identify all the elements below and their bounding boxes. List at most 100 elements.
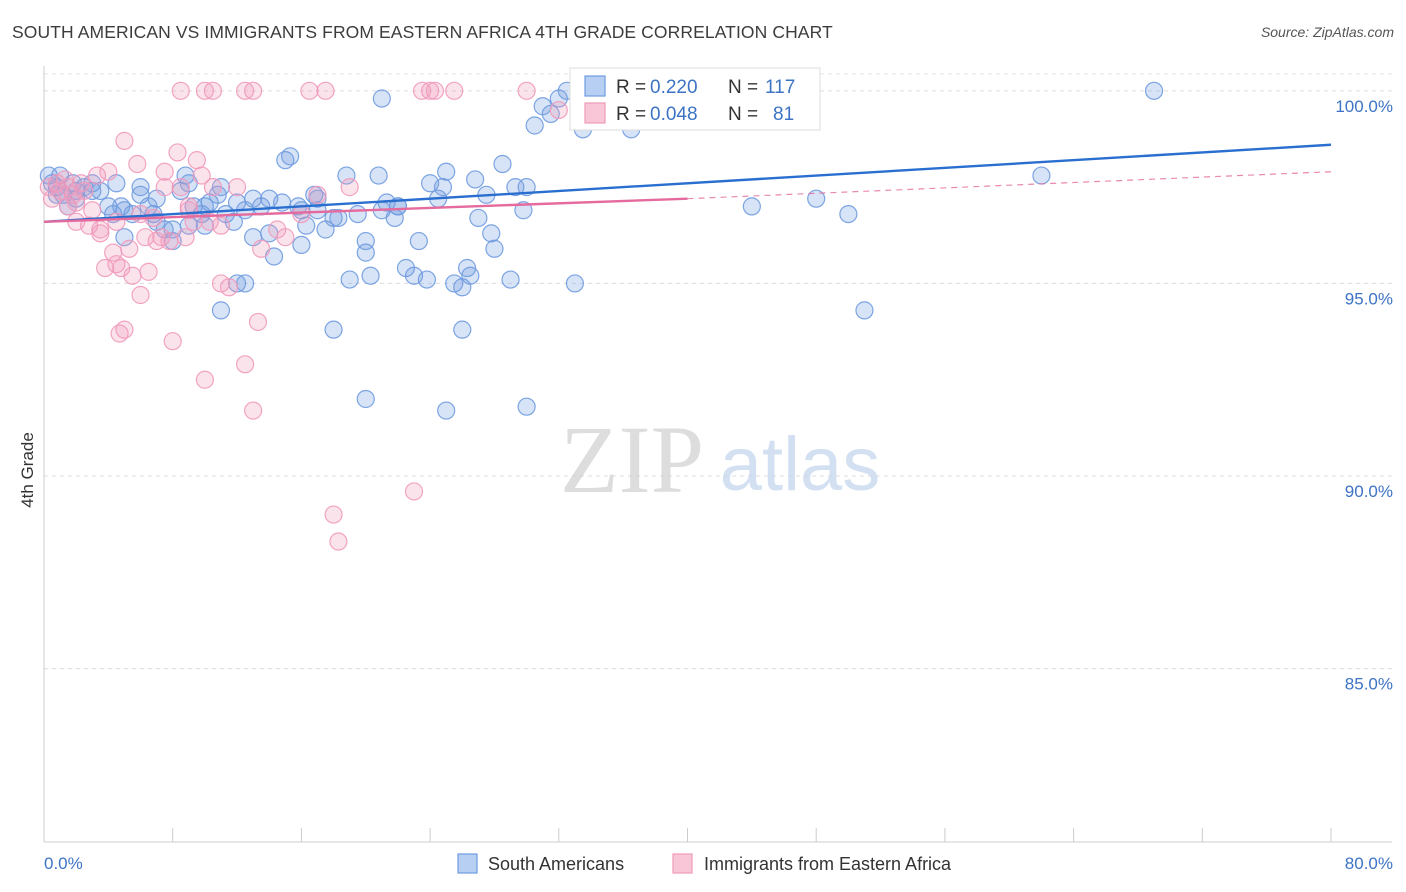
data-point xyxy=(329,532,348,551)
legend-r-value-1: 0.220 xyxy=(650,77,698,98)
data-point xyxy=(192,166,211,185)
trend-line-south-americans xyxy=(43,143,1332,223)
legend-swatch-pink xyxy=(584,102,606,124)
legend-r-label-2: R = xyxy=(616,104,646,125)
data-point xyxy=(482,224,501,243)
data-point xyxy=(493,154,512,174)
series-eastern-africa xyxy=(39,81,617,551)
data-point xyxy=(453,320,472,339)
data-point xyxy=(195,370,214,389)
data-point xyxy=(235,81,255,100)
data-point xyxy=(136,228,155,247)
data-point xyxy=(807,189,826,208)
data-point xyxy=(128,154,147,174)
data-point xyxy=(75,181,94,201)
data-point xyxy=(839,204,858,224)
data-point xyxy=(131,178,150,197)
data-point xyxy=(565,274,584,293)
data-point xyxy=(308,185,327,204)
data-point xyxy=(501,270,520,289)
data-point xyxy=(203,178,223,197)
data-point xyxy=(83,201,102,220)
data-point xyxy=(195,81,214,100)
data-point xyxy=(211,301,231,320)
data-point xyxy=(91,224,110,243)
data-point xyxy=(437,162,456,181)
data-point xyxy=(742,197,761,216)
data-point xyxy=(87,166,107,185)
watermark-zip: ZIP xyxy=(560,406,704,513)
bottom-legend: South Americans Immigrants from Eastern … xyxy=(457,853,952,874)
data-point xyxy=(425,81,445,100)
data-point xyxy=(485,239,504,258)
legend-n-label-2: N = xyxy=(728,104,758,125)
data-point xyxy=(96,258,115,278)
data-point xyxy=(248,312,268,332)
data-point xyxy=(466,170,485,189)
data-point xyxy=(281,147,300,166)
data-point xyxy=(433,178,453,197)
x-tick-labels: 0.0% 80.0% xyxy=(44,854,1393,873)
data-point xyxy=(115,131,134,150)
data-point xyxy=(110,324,129,343)
legend-r-label-1: R = xyxy=(616,77,646,98)
data-point xyxy=(316,81,335,100)
data-point xyxy=(404,482,424,501)
data-point xyxy=(187,151,206,170)
legend-n-label-1: N = xyxy=(728,77,758,98)
data-point xyxy=(517,81,536,100)
data-point xyxy=(155,178,174,197)
y-tick-label: 90.0% xyxy=(1345,482,1393,501)
x-tick-label: 80.0% xyxy=(1345,854,1393,873)
data-point xyxy=(131,285,150,305)
trend-line-eastern-africa xyxy=(43,197,688,223)
data-point xyxy=(356,243,375,262)
data-point xyxy=(235,355,255,374)
data-point xyxy=(514,201,533,220)
data-point xyxy=(324,208,343,228)
legend-swatch-blue xyxy=(584,75,606,97)
data-point xyxy=(115,228,134,247)
bottom-legend-label-1: South Americans xyxy=(488,854,624,874)
data-point xyxy=(297,216,316,235)
data-point xyxy=(1144,81,1164,100)
data-point xyxy=(372,89,391,108)
data-point xyxy=(469,208,488,228)
data-point xyxy=(361,266,380,285)
data-point xyxy=(276,228,295,247)
data-point xyxy=(324,320,343,339)
data-point xyxy=(219,278,239,297)
watermark-atlas: atlas xyxy=(720,422,881,507)
data-point xyxy=(244,401,263,420)
data-point xyxy=(337,166,356,185)
data-point xyxy=(200,212,219,231)
data-point xyxy=(421,81,440,100)
legend-r-value-2: 0.048 xyxy=(650,104,698,125)
data-point xyxy=(107,212,126,231)
data-point xyxy=(340,270,359,289)
data-point xyxy=(437,401,456,420)
data-point xyxy=(549,100,568,120)
trend-lines xyxy=(43,143,1332,223)
bottom-legend-swatch-pink xyxy=(672,853,693,874)
data-point xyxy=(445,81,464,100)
data-point xyxy=(417,270,436,289)
legend-n-value-2: 81 xyxy=(773,104,794,125)
data-point xyxy=(163,332,182,351)
data-point xyxy=(292,235,311,255)
data-point xyxy=(59,197,78,216)
chart-source: Source: ZipAtlas.com xyxy=(1260,24,1394,40)
data-point xyxy=(340,178,359,197)
chart-title: SOUTH AMERICAN VS IMMIGRANTS FROM EASTER… xyxy=(12,22,833,42)
data-point xyxy=(1032,166,1051,185)
data-point xyxy=(120,239,139,258)
data-point xyxy=(388,197,408,216)
data-point xyxy=(324,505,343,524)
data-point xyxy=(176,228,195,247)
data-point xyxy=(525,116,544,135)
data-point xyxy=(139,262,158,281)
legend: R = 0.220 N = 117 R = 0.048 N = 81 xyxy=(569,67,821,131)
data-point xyxy=(227,178,247,197)
x-tick-label: 0.0% xyxy=(44,854,83,873)
